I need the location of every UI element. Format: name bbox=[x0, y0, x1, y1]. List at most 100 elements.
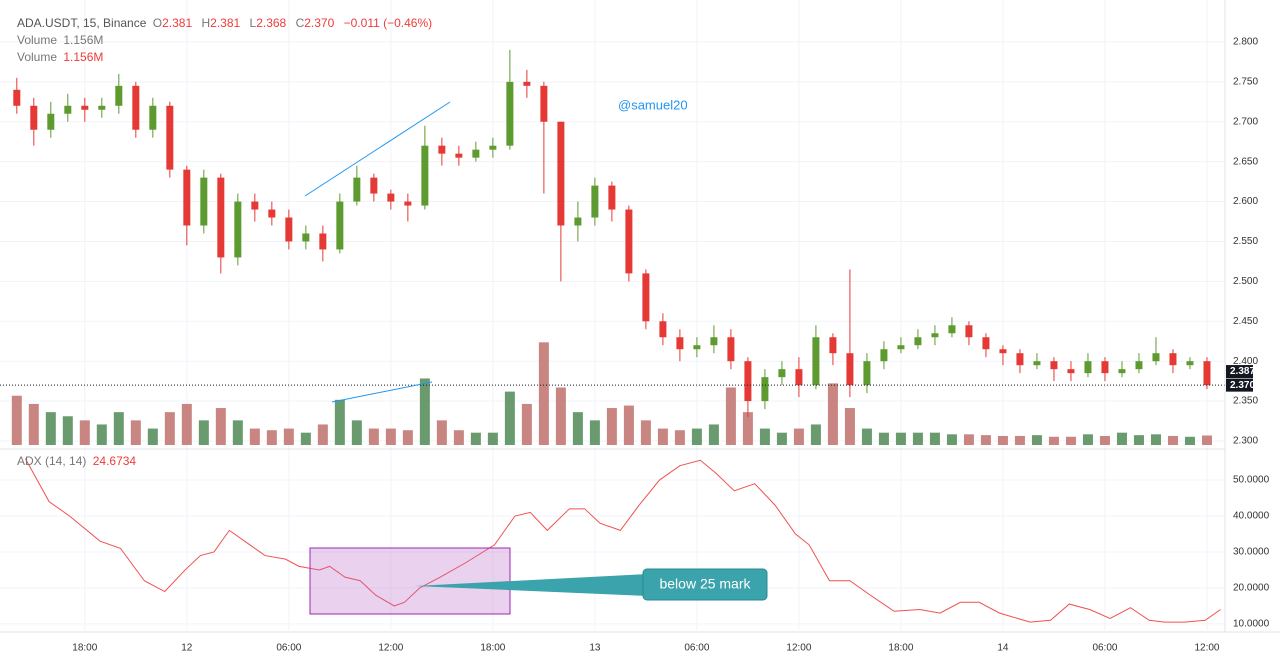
candle-body bbox=[200, 177, 208, 226]
candle-body bbox=[693, 345, 701, 350]
volume-bar bbox=[1099, 435, 1110, 445]
candle-body bbox=[149, 105, 157, 130]
y-tick-label: 2.600 bbox=[1233, 196, 1258, 207]
candle-body bbox=[1084, 361, 1092, 374]
volume-bar bbox=[929, 432, 940, 445]
legend-value: 24.6734 bbox=[92, 454, 137, 468]
y-tick-label: 2.750 bbox=[1233, 76, 1258, 87]
candle-body bbox=[931, 333, 939, 338]
volume-bar bbox=[691, 428, 702, 445]
volume-bar bbox=[538, 342, 549, 445]
volume-bar bbox=[521, 403, 532, 445]
candle-body bbox=[1067, 369, 1075, 374]
candle-body bbox=[234, 201, 242, 258]
volume-bar bbox=[11, 395, 22, 445]
candle-body bbox=[1101, 361, 1109, 374]
candle-body bbox=[965, 325, 973, 338]
candle-body bbox=[591, 185, 599, 218]
candle-body bbox=[523, 81, 531, 86]
grid bbox=[0, 0, 1225, 630]
legend-label: ADX (14, 14) bbox=[17, 454, 87, 468]
candle-body bbox=[659, 321, 667, 338]
volume-bar bbox=[79, 420, 90, 445]
y-tick-label: 40.0000 bbox=[1233, 511, 1270, 522]
volume-bar bbox=[1201, 435, 1212, 445]
y-tick-label: 30.0000 bbox=[1233, 547, 1270, 558]
volume-bar bbox=[589, 420, 600, 445]
legend-label: Volume bbox=[17, 33, 58, 47]
candle-body bbox=[1016, 353, 1024, 366]
x-tick-label: 12:00 bbox=[786, 643, 811, 654]
candle-body bbox=[183, 169, 191, 226]
candle-body bbox=[557, 121, 565, 226]
candle-body bbox=[982, 337, 990, 350]
volume-bar bbox=[249, 428, 260, 445]
candle-body bbox=[489, 145, 497, 150]
watermark: @samuel20 bbox=[618, 97, 688, 112]
volume-bar bbox=[657, 428, 668, 445]
volume-bar bbox=[28, 403, 39, 445]
candle-body bbox=[506, 81, 514, 146]
candle-body bbox=[812, 337, 820, 386]
callout-pointer bbox=[415, 574, 648, 596]
price-label-box bbox=[1226, 378, 1253, 392]
candle-body bbox=[302, 233, 310, 242]
volume-bar bbox=[181, 403, 192, 445]
x-tick-label: 18:00 bbox=[480, 643, 505, 654]
price-label-box bbox=[1226, 365, 1253, 379]
volume-bar bbox=[266, 430, 277, 445]
candle-body bbox=[268, 209, 276, 218]
legend-value: 1.156M bbox=[63, 50, 104, 64]
candle-body bbox=[13, 89, 21, 106]
x-tick-label: 12:00 bbox=[1194, 643, 1219, 654]
candle-body bbox=[574, 217, 582, 226]
volume-bar bbox=[504, 391, 515, 445]
change: −0.011 (−0.46%) bbox=[343, 16, 433, 30]
highlight-box bbox=[309, 547, 511, 615]
candle-body bbox=[285, 217, 293, 242]
volume-bar bbox=[385, 428, 396, 445]
candle-body bbox=[727, 337, 735, 362]
x-tick-label: 06:00 bbox=[684, 643, 709, 654]
volume-bar bbox=[232, 420, 243, 445]
ohlc-value: 2.381 bbox=[210, 16, 241, 30]
candle-body bbox=[897, 345, 905, 350]
candle-body bbox=[761, 377, 769, 402]
candle-body bbox=[1186, 361, 1194, 366]
y-tick-label: 2.650 bbox=[1233, 156, 1258, 167]
volume-bar bbox=[878, 432, 889, 445]
legend-value: 1.156M bbox=[63, 33, 104, 47]
volume-bar bbox=[793, 428, 804, 445]
candle-body bbox=[98, 105, 106, 110]
candle-body bbox=[421, 145, 429, 206]
candle-body bbox=[319, 233, 327, 250]
volume-bar bbox=[147, 428, 158, 445]
ohlc-label: O bbox=[152, 16, 163, 30]
y-tick-label: 10.0000 bbox=[1233, 619, 1270, 630]
ohlc-item: O2.381 bbox=[153, 16, 195, 30]
volume-bar bbox=[215, 408, 226, 445]
volume-bar bbox=[453, 430, 464, 445]
candle-body bbox=[625, 209, 633, 274]
y-tick-label: 2.350 bbox=[1233, 396, 1258, 407]
x-tick-label: 18:00 bbox=[888, 643, 913, 654]
x-tick-label: 12 bbox=[181, 643, 193, 654]
volume-bar bbox=[470, 432, 481, 445]
candle-body bbox=[336, 201, 344, 250]
candle-body bbox=[1050, 361, 1058, 370]
price-label: 2.370 bbox=[1230, 380, 1255, 391]
volume-bar bbox=[436, 420, 447, 445]
volume-bar bbox=[283, 428, 294, 445]
candle-body bbox=[642, 273, 650, 322]
candle-body bbox=[1033, 361, 1041, 366]
volume-bar bbox=[1116, 432, 1127, 445]
volume-bar bbox=[113, 412, 124, 445]
volume-bar bbox=[198, 420, 209, 445]
volume-bar bbox=[1167, 435, 1178, 445]
legend-label: Volume bbox=[17, 50, 58, 64]
y-tick-label: 2.300 bbox=[1233, 436, 1258, 447]
volume-bar bbox=[810, 424, 821, 445]
volume-bar bbox=[62, 416, 73, 445]
x-tick-label: 06:00 bbox=[276, 643, 301, 654]
candle-body bbox=[353, 177, 361, 202]
